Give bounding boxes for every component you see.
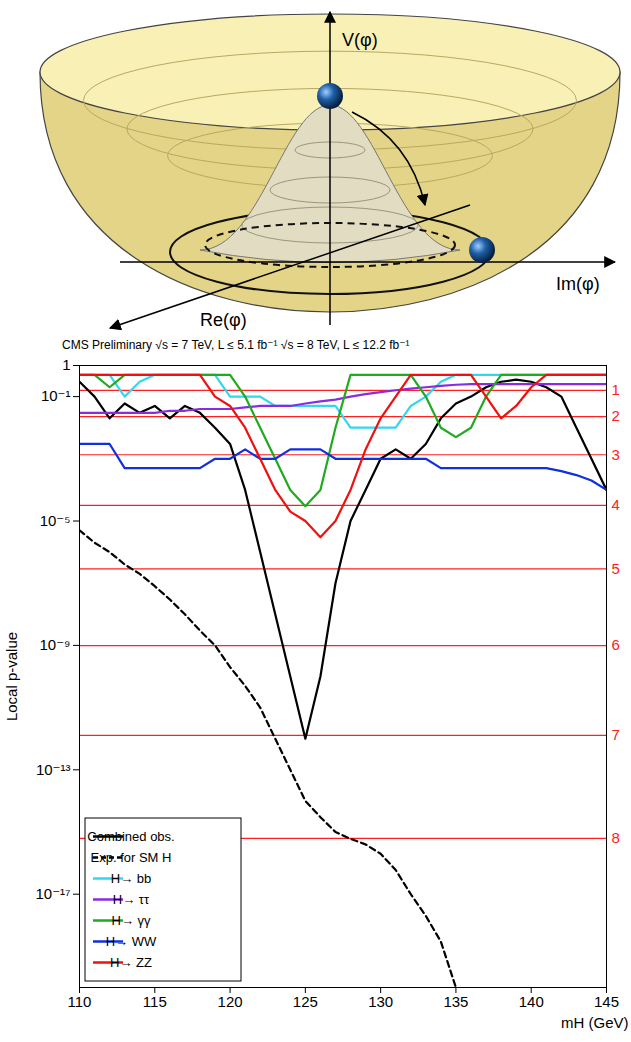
svg-text:Exp. for SM H: Exp. for SM H (91, 850, 172, 865)
svg-text:4: 4 (612, 496, 620, 513)
svg-text:Re(φ): Re(φ) (200, 310, 247, 330)
svg-text:10⁻¹³: 10⁻¹³ (36, 761, 71, 778)
svg-text:H→ γγ: H→ γγ (112, 913, 152, 928)
svg-text:8: 8 (612, 829, 620, 846)
svg-text:125: 125 (293, 993, 318, 1010)
svg-text:H→ ττ: H→ ττ (113, 892, 150, 907)
svg-text:140: 140 (519, 993, 544, 1010)
svg-text:Combined obs.: Combined obs. (87, 829, 174, 844)
svg-text:mH (GeV): mH (GeV) (561, 1014, 629, 1031)
svg-text:135: 135 (443, 993, 468, 1010)
svg-text:10⁻¹: 10⁻¹ (41, 387, 71, 404)
svg-text:1: 1 (62, 356, 70, 373)
svg-text:Im(φ): Im(φ) (556, 274, 600, 294)
svg-text:130: 130 (368, 993, 393, 1010)
svg-text:10⁻¹⁷: 10⁻¹⁷ (35, 885, 70, 902)
svg-text:6: 6 (612, 636, 620, 653)
svg-text:3: 3 (612, 446, 620, 463)
svg-text:7: 7 (612, 726, 620, 743)
svg-text:H→ ZZ: H→ ZZ (110, 955, 152, 970)
svg-text:115: 115 (143, 993, 167, 1010)
svg-text:H→ WW: H→ WW (106, 934, 157, 949)
svg-text:5: 5 (612, 560, 620, 577)
svg-text:10⁻⁹: 10⁻⁹ (39, 636, 70, 653)
html-text:CMS Preliminary √s = 7 TeV, L: CMS Preliminary √s = 7 TeV, L ≤ 5.1 fb⁻¹… (62, 338, 410, 352)
svg-text:10⁻⁵: 10⁻⁵ (40, 512, 71, 529)
svg-text:2: 2 (612, 407, 620, 424)
svg-text:H→ bb: H→ bb (111, 871, 151, 886)
svg-text:110: 110 (68, 993, 92, 1010)
svg-text:Local p-value: Local p-value (3, 632, 20, 721)
svg-text:1: 1 (612, 381, 620, 398)
svg-text:120: 120 (218, 993, 243, 1010)
svg-text:V(φ): V(φ) (342, 30, 378, 50)
svg-text:145: 145 (594, 993, 619, 1010)
